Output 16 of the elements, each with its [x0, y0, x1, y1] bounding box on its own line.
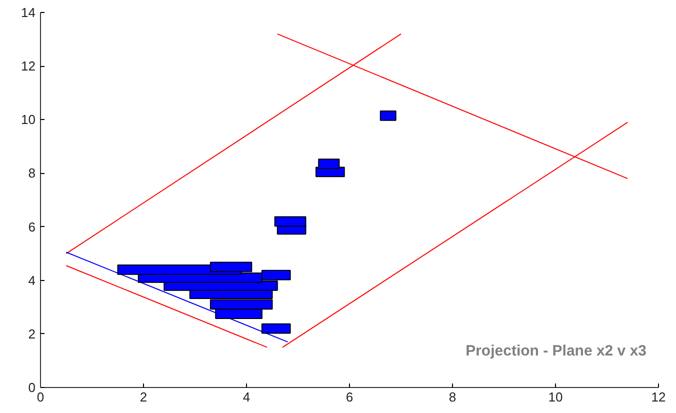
y-tick-label: 8 [28, 166, 36, 181]
y-tick-label: 10 [21, 112, 36, 128]
y-tick-label: 2 [28, 326, 36, 342]
annotation: Projection - Plane x2 v x3 [466, 342, 647, 360]
x-tick-label: 2 [140, 390, 148, 404]
y-tick-label: 4 [28, 272, 36, 288]
y-tick-label: 14 [21, 5, 36, 20]
y-tick-label: 0 [28, 380, 36, 395]
x-tick-label: 10 [548, 390, 563, 404]
x-tick-label: 8 [448, 390, 456, 404]
y-tick-label: 12 [21, 58, 36, 74]
x-tick-label: 6 [346, 390, 354, 404]
bar [380, 110, 396, 121]
y-tick-label: 6 [28, 219, 36, 234]
x-tick-label: 12 [651, 390, 666, 404]
x-tick-label: 4 [242, 390, 250, 404]
